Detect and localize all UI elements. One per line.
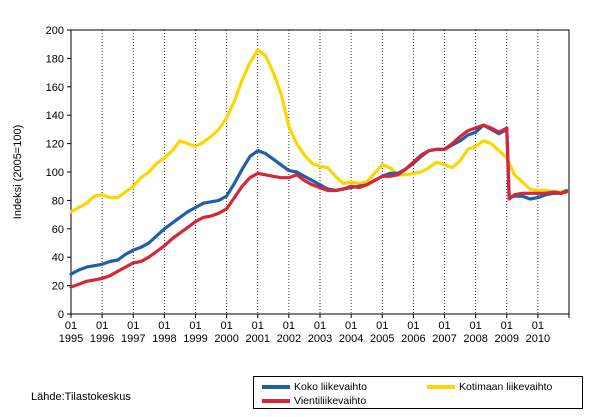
x-tick-month: 01: [314, 320, 326, 332]
y-tick-label: 200: [46, 25, 64, 37]
y-tick-label: 0: [58, 309, 64, 321]
legend-swatch: [427, 385, 455, 389]
x-tick-year: 2004: [339, 333, 363, 345]
x-tick-year: 1998: [152, 333, 176, 345]
x-tick-month: 01: [158, 320, 170, 332]
x-tick-year: 2007: [432, 333, 456, 345]
y-tick-label: 40: [52, 252, 64, 264]
x-tick-month: 01: [127, 320, 139, 332]
axes: [67, 29, 570, 318]
legend-item-vienti: Vientiliikevaihto: [262, 395, 366, 407]
x-tick-month: 01: [221, 320, 233, 332]
grid-lines: [101, 30, 539, 314]
x-tick-year: 2003: [308, 333, 332, 345]
legend-label: Kotimaan liikevaihto: [459, 381, 553, 393]
source-note: Lähde:Tilastokeskus: [31, 391, 131, 403]
x-tick-year: 2001: [246, 333, 270, 345]
y-tick-labels: 0 20 40 60 80 100 120 140 160 180 200: [46, 25, 64, 321]
x-tick-month: 01: [376, 320, 388, 332]
legend-label: Vientiliikevaihto: [294, 395, 367, 407]
legend-swatch: [262, 399, 290, 403]
x-tick-month: 01: [407, 320, 419, 332]
y-tick-label: 180: [46, 53, 64, 65]
x-tick-year: 2010: [526, 333, 550, 345]
x-tick-month: 01: [532, 320, 544, 332]
x-tick-year: 1996: [90, 333, 114, 345]
y-axis-label: Indeksi (2005=100): [12, 125, 24, 219]
x-tick-month: 01: [470, 320, 482, 332]
x-tick-year: 2000: [214, 333, 238, 345]
series-line-0: [69, 123, 569, 276]
legend-item-kotimaan: Kotimaan liikevaihto: [427, 381, 552, 393]
x-tick-month: 01: [345, 320, 357, 332]
x-tick-year: 1997: [121, 333, 145, 345]
series-lines: [69, 48, 569, 289]
legend-label: Koko liikevaihto: [294, 381, 367, 393]
y-tick-label: 20: [52, 281, 64, 293]
y-tick-label: 80: [52, 195, 64, 207]
x-tick-month: 01: [252, 320, 264, 332]
series-line-1: [69, 48, 569, 214]
x-tick-year: 1999: [183, 333, 207, 345]
x-tick-labels: 0119950119960119970119980119990120000120…: [59, 320, 550, 345]
x-tick-month: 01: [65, 320, 77, 332]
y-tick-label: 100: [46, 167, 64, 179]
x-tick-month: 01: [283, 320, 295, 332]
legend-swatch: [262, 385, 290, 389]
series-line-2: [69, 123, 569, 289]
y-tick-label: 160: [46, 82, 64, 94]
y-tick-label: 120: [46, 139, 64, 151]
legend: Koko liikevaihto Kotimaan liikevaihto Vi…: [253, 376, 583, 409]
x-tick-month: 01: [189, 320, 201, 332]
x-tick-year: 2006: [401, 333, 425, 345]
y-tick-label: 60: [52, 224, 64, 236]
x-tick-year: 2002: [277, 333, 301, 345]
x-tick-month: 01: [501, 320, 513, 332]
x-tick-month: 01: [438, 320, 450, 332]
x-tick-year: 2009: [495, 333, 519, 345]
x-tick-year: 1995: [59, 333, 83, 345]
legend-item-koko: Koko liikevaihto: [262, 381, 367, 393]
y-tick-label: 140: [46, 110, 64, 122]
x-tick-year: 2008: [463, 333, 487, 345]
x-tick-month: 01: [96, 320, 108, 332]
x-tick-year: 2005: [370, 333, 394, 345]
